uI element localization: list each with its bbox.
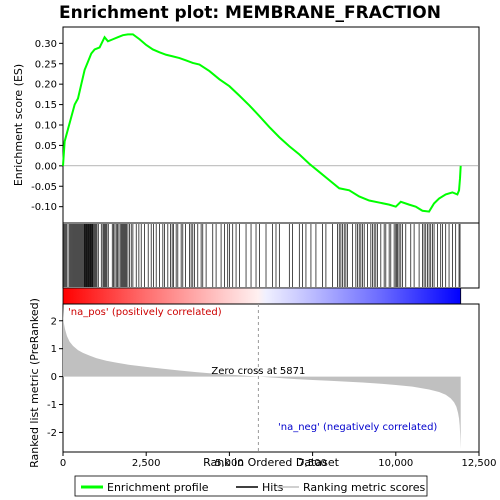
legend: Enrichment profile Hits Ranking metric s… (74, 475, 428, 497)
es-y-tick-label: -0.10 (31, 202, 57, 213)
rank-color-bar (62, 287, 462, 305)
metric-y-ticks: -2 -1 0 1 2 (47, 316, 63, 439)
metric-y-tick-label: 1 (51, 344, 57, 355)
positive-correlation-label: 'na_pos' (positively correlated) (68, 307, 222, 318)
x-tick-label: 12,500 (462, 458, 497, 469)
x-tick-label: 10,000 (378, 458, 413, 469)
metric-y-tick-label: 2 (51, 316, 57, 327)
x-tick-label: 5,000 (215, 458, 244, 469)
es-y-tick-label: 0.00 (35, 161, 57, 172)
metric-panel: -2 -1 0 1 2 'na_pos' (positively correlated)… (28, 298, 480, 468)
metric-y-axis-label: Ranked list metric (PreRanked) (28, 298, 41, 468)
negative-correlation-label: 'na_neg' (negatively correlated) (278, 422, 437, 433)
legend-enrichment-label: Enrichment profile (107, 481, 209, 494)
x-axis-label: Rank in Ordered Dataset (203, 456, 340, 469)
x-axis-ticks: 0 2,500 5,000 7,500 10,000 12,500 (60, 452, 497, 469)
es-y-tick-label: 0.20 (35, 80, 57, 91)
es-y-tick-label: 0.05 (35, 141, 57, 152)
es-y-tick-label: 0.15 (35, 100, 57, 111)
legend-hits-label: Hits (262, 481, 284, 494)
hits-frame (62, 222, 480, 289)
hits-panel (62, 222, 480, 289)
zero-cross-label: Zero cross at 5871 (211, 366, 305, 377)
es-plot-frame (62, 26, 480, 224)
metric-y-tick-label: -1 (47, 400, 57, 411)
es-y-tick-label: 0.30 (35, 39, 57, 50)
es-y-tick-label: 0.25 (35, 59, 57, 70)
chart-title: Enrichment plot: MEMBRANE_FRACTION (59, 3, 441, 23)
es-panel: -0.10 -0.05 0.00 0.05 0.10 0.15 0.20 0.25 0.30 E… (12, 26, 480, 224)
legend-frame (74, 475, 428, 497)
legend-metric-label: Ranking metric scores (303, 481, 425, 494)
metric-y-tick-label: -2 (47, 428, 57, 439)
es-y-ticks: -0.10 -0.05 0.00 0.05 0.10 0.15 0.20 0.25 0.30 (31, 39, 63, 213)
es-y-tick-label: 0.10 (35, 121, 57, 132)
hit-marks (63, 224, 461, 287)
x-tick-label: 2,500 (132, 458, 161, 469)
ranking-metric-area (63, 306, 461, 450)
es-y-tick-label: -0.05 (31, 182, 57, 193)
enrichment-profile-line (62, 33, 462, 213)
es-y-axis-label: Enrichment score (ES) (12, 64, 25, 186)
color-bar-gradient (62, 287, 462, 305)
metric-y-tick-label: 0 (51, 372, 57, 383)
x-tick-label: 0 (60, 458, 66, 469)
x-tick-label: 7,500 (298, 458, 327, 469)
